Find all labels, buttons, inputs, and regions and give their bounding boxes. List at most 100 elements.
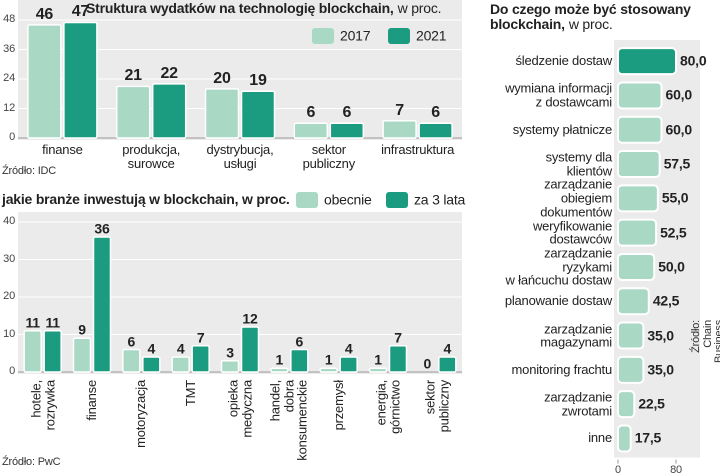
value-label: 47: [71, 3, 90, 21]
y-tick-label: śledzenie dostaw: [515, 53, 612, 69]
y-tick-label: 0: [9, 365, 15, 378]
value-label: 6: [127, 332, 136, 349]
value-label: 60,0: [665, 87, 693, 104]
bar: [438, 356, 457, 373]
y-tick-label: 10: [3, 327, 15, 340]
legend-swatch: [296, 192, 318, 208]
bar: [122, 348, 141, 373]
value-label: 0: [423, 355, 432, 372]
y-tick-label: weryfikowanie dostawców: [532, 218, 612, 247]
bar: [617, 390, 636, 419]
value-label: 57,5: [663, 155, 691, 172]
y-tick-label: 48: [3, 13, 15, 26]
legend-swatch: [312, 28, 334, 44]
bar: [617, 355, 645, 384]
bar: [220, 360, 240, 373]
y-tick-label: 30: [3, 252, 15, 265]
y-tick-label: planowanie dostaw: [504, 293, 612, 309]
value-label: 4: [147, 340, 156, 357]
y-tick-label: 20: [3, 290, 15, 303]
y-tick-label: 36: [3, 42, 15, 55]
bar: [329, 122, 365, 139]
bar: [72, 337, 92, 373]
y-tick-label: zarządzanie magazynami: [540, 320, 612, 350]
value-label: 9: [78, 321, 86, 338]
bar: [617, 218, 658, 247]
bar: [617, 150, 661, 179]
value-label: 6: [342, 104, 352, 122]
bar: [27, 24, 62, 139]
legend-label: obecnie: [324, 191, 372, 208]
bar: [240, 326, 260, 373]
value-label: 6: [295, 332, 304, 349]
bar: [339, 356, 358, 373]
x-tick-label: motoryzacja: [133, 380, 149, 448]
legend-swatch: [388, 28, 410, 44]
bar: [115, 85, 151, 139]
bar: [151, 83, 187, 139]
chart-title: Struktura wydatków na technologię blockc…: [86, 0, 442, 16]
title-text: Struktura wydatków na technologię blockc…: [86, 0, 394, 16]
x-tick-label: TMT: [182, 380, 198, 407]
plot-panel: [18, 212, 462, 374]
bar: [92, 236, 112, 373]
bar: [142, 356, 161, 373]
value-label: 6: [306, 104, 316, 122]
value-label: 36: [94, 220, 110, 237]
bar: [63, 21, 98, 139]
value-label: 22: [160, 65, 178, 83]
value-label: 21: [124, 67, 142, 85]
bar: [382, 120, 417, 139]
legend-label: 2017: [340, 27, 371, 44]
x-tick-label: sektor publiczny: [422, 380, 452, 433]
legend-swatch: [386, 192, 408, 208]
value-label: 1: [324, 351, 333, 368]
subtitle: w proc.: [568, 16, 613, 33]
x-tick-label: sektor publiczny: [302, 142, 356, 171]
bar: [270, 367, 289, 373]
source: Źródło: IDC: [2, 165, 57, 177]
bar: [23, 330, 42, 373]
x-tick-label: handel, dobra konsumenckie: [267, 380, 311, 461]
bar: [191, 345, 210, 373]
value-label: 17,5: [634, 430, 662, 447]
bar: [617, 287, 650, 316]
value-label: 3: [226, 344, 234, 361]
value-label: 22,5: [638, 395, 665, 412]
value-label: 35,0: [647, 327, 674, 344]
value-label: 42,5: [652, 292, 680, 309]
chart-title: jakie branże inwestują w blockchain, w p…: [2, 191, 290, 207]
value-label: 19: [249, 72, 267, 90]
title-text: Do czego może być stosowany blockchain,: [490, 1, 691, 33]
bar: [43, 330, 62, 373]
bar: [171, 356, 190, 373]
x-tick-label: przemysł: [330, 380, 346, 431]
y-tick-label: monitoring frachtu: [511, 362, 613, 378]
legend-label: 2021: [416, 27, 447, 44]
source: Źródło: Chain Business Insights: [689, 319, 720, 364]
x-tick-label: finanse: [84, 380, 100, 421]
value-label: 80,0: [680, 52, 707, 69]
y-tick-label: wymiana informacji z dostawcami: [505, 80, 612, 110]
value-label: 11: [25, 314, 40, 331]
bar: [617, 321, 645, 350]
value-label: 35,0: [647, 361, 674, 378]
bar: [368, 367, 388, 373]
value-label: 20: [213, 70, 231, 88]
bar: [388, 345, 408, 373]
y-tick-label: 12: [3, 101, 15, 114]
bar: [418, 122, 453, 139]
value-label: 1: [374, 351, 382, 368]
bar: [240, 90, 276, 139]
x-tick-label: 0: [615, 463, 621, 473]
y-tick-label: inne: [588, 430, 612, 446]
value-label: 50,0: [658, 258, 685, 275]
value-label: 7: [395, 101, 404, 119]
value-label: 12: [242, 310, 258, 327]
x-tick-label: 80: [670, 463, 682, 473]
x-tick-label: produkcja, surowce: [122, 142, 181, 171]
legend-label: za 3 lata: [414, 191, 466, 208]
value-label: 4: [443, 340, 452, 357]
